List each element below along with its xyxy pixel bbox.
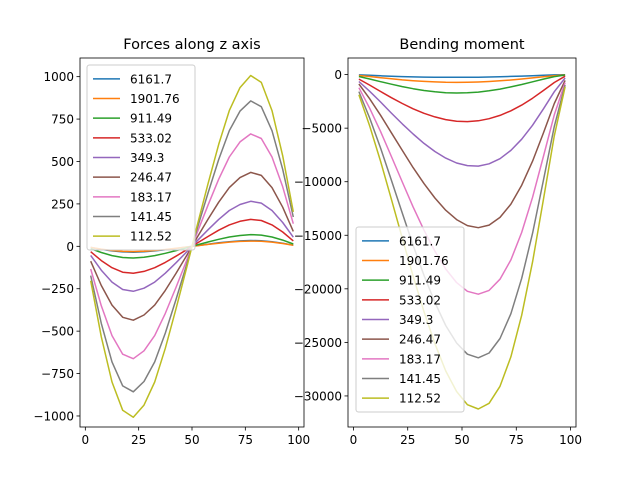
x-tick-label: 0 — [82, 433, 90, 447]
y-tick-label: 750 — [51, 113, 74, 127]
x-tick-label: 50 — [454, 433, 469, 447]
legend-label: 6161.7 — [399, 234, 441, 248]
legend-label: 6161.7 — [130, 72, 172, 86]
y-tick-label: 500 — [51, 155, 74, 169]
x-tick-label: 100 — [287, 433, 310, 447]
legend-label: 183.17 — [130, 190, 172, 204]
x-tick-label: 75 — [238, 433, 253, 447]
chart-bending-moment: Bending moment 0 25 50 75 100 −30000 −25000 −200… — [294, 37, 582, 447]
series-line-1901-76 — [358, 74, 566, 84]
legend: 6161.7 1901.76 911.49 533.02 349.3 246.47 183.… — [86, 64, 196, 251]
chart-title: Bending moment — [399, 37, 525, 53]
y-tick-label: 0 — [66, 240, 74, 254]
legend-label: 533.02 — [130, 131, 172, 145]
x-tick-label: 25 — [131, 433, 146, 447]
legend-label: 1901.76 — [130, 92, 180, 106]
legend-label: 112.52 — [399, 392, 441, 406]
legend-label: 533.02 — [399, 293, 441, 307]
x-tick-label: 50 — [184, 433, 199, 447]
series-line-349-3 — [358, 77, 566, 167]
legend-label: 911.49 — [399, 274, 441, 288]
y-tick-label: −1000 — [33, 409, 74, 423]
y-tick-label: −5000 — [301, 122, 342, 136]
series-line-6161-7 — [358, 73, 566, 79]
legend-box — [355, 226, 465, 413]
legend-label: 1901.76 — [399, 254, 449, 268]
y-tick-label: 1000 — [43, 70, 74, 84]
legend: 6161.7 1901.76 911.49 533.02 349.3 246.47 183.… — [355, 226, 465, 413]
chart-forces: Forces along z axis 0 25 50 75 100 −1000 −750 −5… — [33, 37, 310, 447]
legend-box — [86, 64, 196, 251]
series-line-533-02 — [358, 75, 566, 123]
legend-label: 349.3 — [399, 313, 433, 327]
y-tick-label: −15000 — [294, 229, 342, 243]
y-tick-label: −20000 — [294, 282, 342, 296]
y-tick-label: −250 — [41, 282, 74, 296]
legend-label: 112.52 — [130, 230, 172, 244]
legend-label: 141.45 — [130, 210, 172, 224]
legend-label: 911.49 — [130, 112, 172, 126]
y-tick-label: −25000 — [294, 336, 342, 350]
x-tick-label: 0 — [350, 433, 358, 447]
x-tick-label: 75 — [509, 433, 524, 447]
legend-label: 246.47 — [399, 333, 441, 347]
legend-label: 246.47 — [130, 171, 172, 185]
chart-title: Forces along z axis — [123, 37, 260, 53]
series-line-911-49 — [358, 74, 566, 94]
y-tick-label: −10000 — [294, 175, 342, 189]
legend-label: 183.17 — [399, 352, 441, 366]
y-tick-label: −500 — [41, 325, 74, 339]
series-line-246-47 — [358, 80, 566, 229]
x-tick-label: 25 — [400, 433, 415, 447]
y-tick-label: −750 — [41, 367, 74, 381]
y-tick-label: −30000 — [294, 389, 342, 403]
legend-label: 141.45 — [399, 372, 441, 386]
x-tick-label: 100 — [559, 433, 582, 447]
y-tick-label: 250 — [51, 197, 74, 211]
legend-label: 349.3 — [130, 151, 164, 165]
y-tick-label: 0 — [334, 68, 342, 82]
